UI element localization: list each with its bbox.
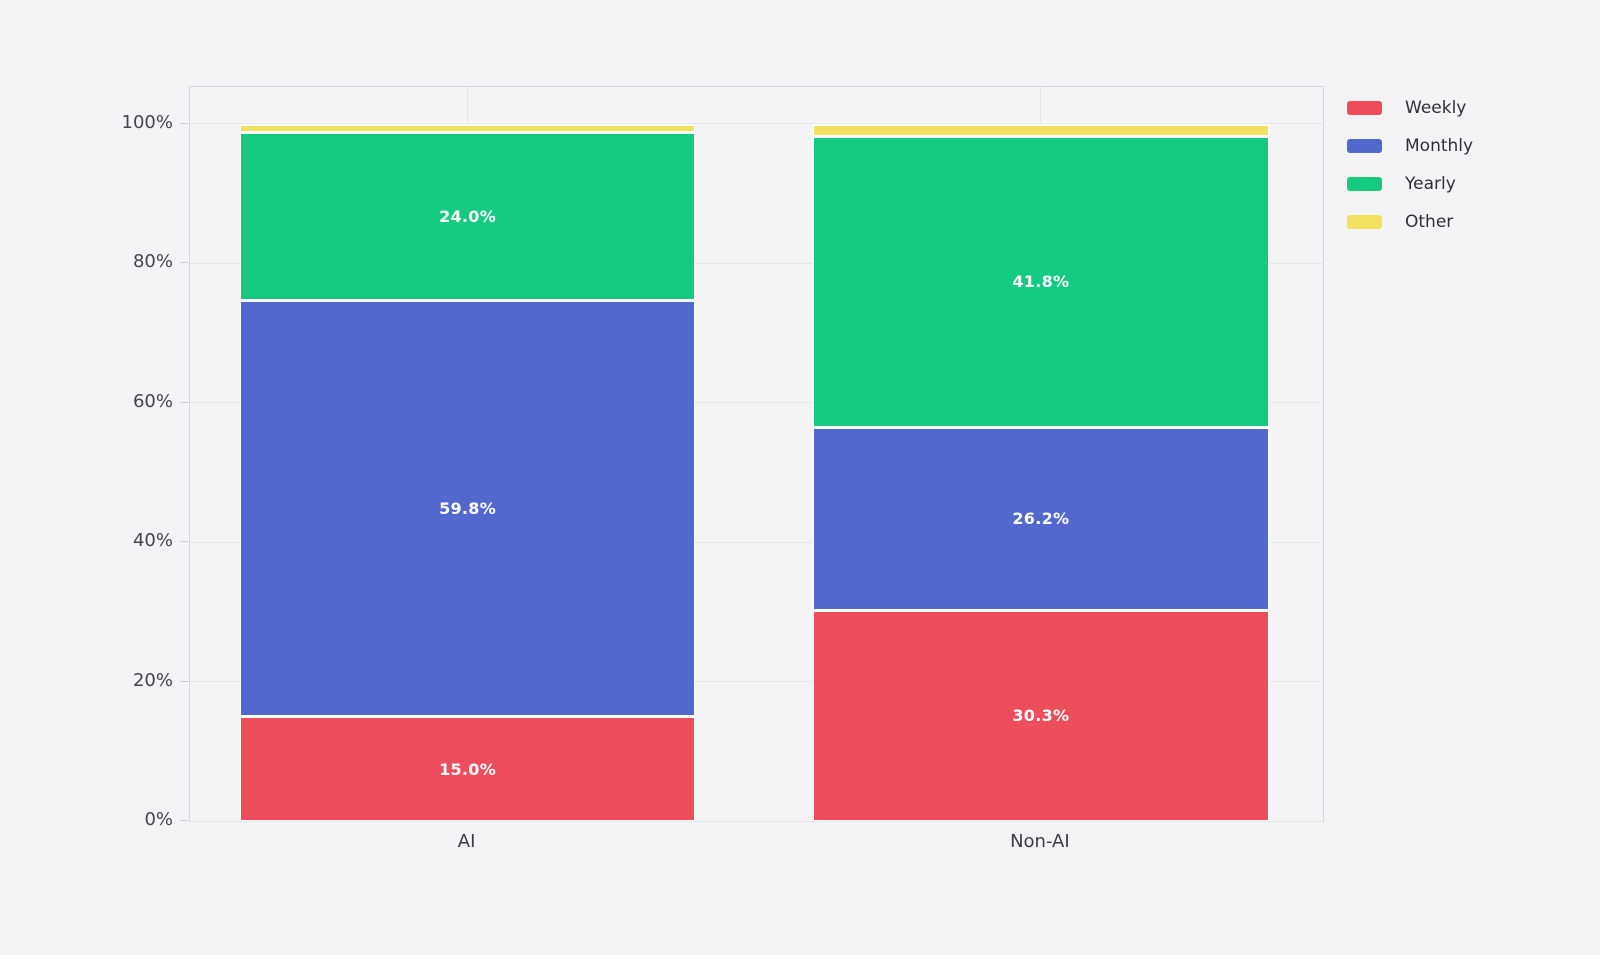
- gridline-y-0%: [190, 820, 1323, 822]
- bar-segment-AI-Other: [239, 123, 696, 133]
- y-tick-label: 60%: [132, 390, 173, 412]
- y-tick-mark: [180, 541, 188, 543]
- y-tick-mark: [180, 122, 188, 124]
- segment-value-label: 15.0%: [439, 759, 497, 779]
- bar-segment-AI-Weekly: 15.0%: [239, 716, 696, 821]
- x-tick-label-Non-AI: Non-AI: [1010, 831, 1070, 852]
- y-tick-label: 80%: [132, 251, 173, 273]
- gridline-y-60%: [190, 402, 1323, 404]
- y-tick-mark: [180, 262, 188, 264]
- gridline-y-100%: [190, 123, 1323, 125]
- bar-segment-Non-AI-Other: [813, 123, 1269, 136]
- segment-value-label: 30.3%: [1012, 706, 1070, 726]
- legend-label: Monthly: [1405, 135, 1474, 156]
- y-tick-mark: [180, 820, 188, 821]
- plot-area: 15.0% 59.8% 24.0% 30.3% 26.2% 41.8%: [189, 86, 1324, 822]
- segment-value-label: 24.0%: [439, 206, 497, 226]
- bar-segment-AI-Monthly: 59.8%: [239, 299, 696, 717]
- legend-swatch-monthly: [1347, 139, 1382, 153]
- y-tick-mark: [180, 401, 188, 403]
- legend-item-monthly: Monthly: [1347, 135, 1474, 156]
- segment-value-label: 26.2%: [1012, 509, 1070, 529]
- gridline-y-40%: [190, 541, 1323, 543]
- bar-segment-Non-AI-Yearly: 41.8%: [813, 135, 1269, 428]
- bar-segment-AI-Yearly: 24.0%: [239, 132, 696, 300]
- legend-label: Weekly: [1405, 97, 1467, 118]
- legend-swatch-other: [1347, 215, 1382, 229]
- legend-item-other: Other: [1347, 211, 1473, 232]
- bar-segment-Non-AI-Weekly: 30.3%: [813, 609, 1269, 821]
- legend-item-yearly: Yearly: [1347, 173, 1473, 194]
- y-tick-label: 0%: [144, 809, 173, 830]
- legend: Weekly Monthly Yearly Other: [1347, 97, 1474, 253]
- x-tick-label-AI: AI: [457, 831, 476, 852]
- gridline-y-80%: [190, 262, 1323, 264]
- legend-label: Other: [1405, 211, 1454, 232]
- segment-value-label: 41.8%: [1012, 272, 1070, 292]
- y-tick-mark: [180, 680, 188, 682]
- bar-segment-Non-AI-Monthly: 26.2%: [813, 427, 1269, 610]
- gridline-y-20%: [190, 681, 1323, 683]
- y-tick-label: 20%: [132, 669, 173, 691]
- y-tick-label: 100%: [121, 111, 173, 133]
- legend-label: Yearly: [1405, 173, 1456, 194]
- legend-swatch-yearly: [1347, 177, 1382, 191]
- legend-item-weekly: Weekly: [1347, 97, 1473, 118]
- legend-swatch-weekly: [1347, 101, 1382, 115]
- y-tick-label: 40%: [132, 530, 173, 552]
- segment-value-label: 59.8%: [439, 499, 497, 518]
